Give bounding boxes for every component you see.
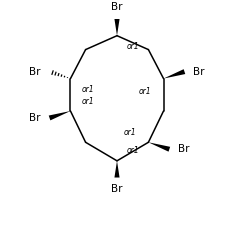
Text: or1: or1: [124, 128, 136, 137]
Text: Br: Br: [111, 184, 123, 194]
Text: Br: Br: [29, 113, 41, 123]
Text: Br: Br: [193, 67, 205, 77]
Text: or1: or1: [126, 146, 139, 155]
Text: or1: or1: [139, 87, 151, 96]
Text: or1: or1: [127, 42, 139, 51]
Polygon shape: [114, 19, 120, 36]
Text: Br: Br: [29, 67, 41, 77]
Text: or1: or1: [82, 85, 95, 94]
Polygon shape: [164, 69, 185, 79]
Polygon shape: [49, 111, 70, 120]
Text: Br: Br: [111, 2, 123, 12]
Text: or1: or1: [82, 97, 95, 106]
Text: Br: Br: [178, 144, 190, 154]
Polygon shape: [148, 142, 170, 152]
Polygon shape: [114, 161, 120, 178]
